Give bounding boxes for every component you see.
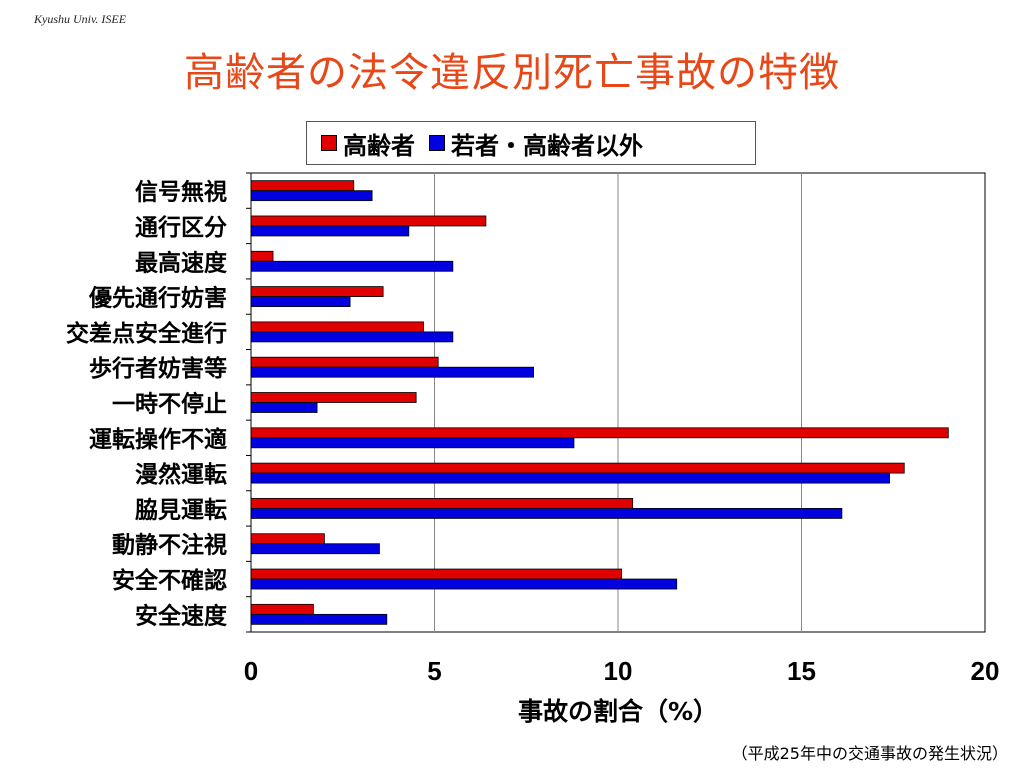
x-tick-label: 15 xyxy=(787,656,816,686)
bar-elderly xyxy=(250,250,274,262)
category-label: 運転操作不適 xyxy=(89,426,227,453)
category-label: 脇見運転 xyxy=(135,496,227,523)
legend-label-others: 若者・高齢者以外 xyxy=(451,131,643,160)
bar-others xyxy=(250,613,388,625)
bar-chart: 信号無視通行区分最高速度優先通行妨害交差点安全進行歩行者妨害等一時不停止運転操作… xyxy=(66,172,1000,726)
bar-elderly xyxy=(250,533,325,545)
bar-others xyxy=(250,402,318,413)
bar-elderly xyxy=(250,321,424,333)
bar-others xyxy=(250,225,410,237)
legend-swatch-elderly xyxy=(321,135,337,151)
bar-elderly xyxy=(250,356,439,368)
bar-elderly xyxy=(250,392,417,403)
bar-others xyxy=(250,437,575,449)
x-tick-label: 5 xyxy=(427,656,441,686)
category-label: 最高速度 xyxy=(135,249,228,276)
bar-elderly xyxy=(250,462,905,474)
bar-others xyxy=(250,472,890,484)
organization-label: Kyushu Univ. ISEE xyxy=(34,12,127,26)
bar-elderly xyxy=(250,427,949,439)
category-label: 通行区分 xyxy=(135,214,227,241)
bar-elderly xyxy=(250,180,355,192)
bar-elderly xyxy=(250,498,634,509)
bar-others xyxy=(250,508,843,519)
category-label: 安全不確認 xyxy=(112,567,227,594)
bar-others xyxy=(250,543,380,555)
bar-elderly xyxy=(250,603,314,615)
x-axis-title: 事故の割合（%） xyxy=(518,697,718,726)
legend-item-elderly: 高齢者 xyxy=(321,126,415,161)
bar-others xyxy=(250,260,454,272)
bar-others xyxy=(250,331,454,343)
category-label: 一時不停止 xyxy=(112,391,227,418)
bar-others xyxy=(250,578,678,590)
footnote: （平成25年中の交通事故の発生状況） xyxy=(731,744,1008,763)
category-label: 安全速度 xyxy=(135,602,228,629)
category-label: 動静不注視 xyxy=(112,532,227,559)
bar-elderly xyxy=(250,568,623,580)
bar-others xyxy=(250,296,351,307)
category-label: 歩行者妨害等 xyxy=(89,355,227,382)
category-label: 漫然運転 xyxy=(135,461,227,488)
legend-item-others: 若者・高齢者以外 xyxy=(429,126,643,161)
x-tick-label: 10 xyxy=(604,656,633,686)
category-label: 信号無視 xyxy=(135,179,227,206)
x-tick-label: 0 xyxy=(244,656,258,686)
category-label: 優先通行妨害 xyxy=(88,285,227,312)
category-label: 交差点安全進行 xyxy=(66,320,227,347)
page-title: 高齢者の法令違反別死亡事故の特徴 xyxy=(184,50,840,96)
chart-legend: 高齢者 若者・高齢者以外 xyxy=(306,121,756,165)
legend-swatch-others xyxy=(429,135,445,151)
bar-others xyxy=(250,366,534,378)
legend-label-elderly: 高齢者 xyxy=(343,131,415,160)
bar-elderly xyxy=(250,286,384,297)
bar-others xyxy=(250,190,373,202)
bar-elderly xyxy=(250,215,487,227)
x-tick-label: 20 xyxy=(971,656,1000,686)
